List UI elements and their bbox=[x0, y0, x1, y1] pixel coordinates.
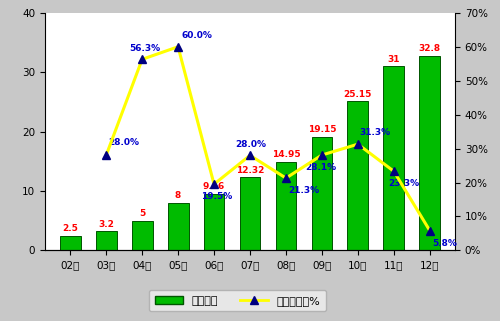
Text: 19.5%: 19.5% bbox=[202, 192, 232, 201]
Bar bbox=[132, 221, 152, 250]
Text: 14.95: 14.95 bbox=[272, 150, 300, 159]
Bar bbox=[312, 137, 332, 250]
Text: 60.0%: 60.0% bbox=[182, 31, 212, 40]
Text: 5: 5 bbox=[139, 209, 145, 218]
Legend: 市场规模, 可比增长率%: 市场规模, 可比增长率% bbox=[149, 290, 326, 311]
Text: 28.1%: 28.1% bbox=[306, 163, 337, 172]
Text: 28.0%: 28.0% bbox=[108, 138, 139, 147]
Bar bbox=[204, 194, 225, 250]
Text: 28.0%: 28.0% bbox=[236, 140, 266, 149]
Text: 21.3%: 21.3% bbox=[288, 186, 319, 195]
Text: 23.3%: 23.3% bbox=[388, 179, 420, 188]
Text: 32.8: 32.8 bbox=[419, 44, 441, 53]
Text: 3.2: 3.2 bbox=[98, 220, 114, 229]
Text: 9.56: 9.56 bbox=[203, 182, 225, 191]
Bar bbox=[60, 236, 80, 250]
Text: 5.8%: 5.8% bbox=[432, 239, 458, 248]
Text: 31.3%: 31.3% bbox=[360, 128, 391, 137]
Bar bbox=[96, 231, 116, 250]
Bar bbox=[420, 56, 440, 250]
Bar bbox=[384, 66, 404, 250]
Text: 8: 8 bbox=[175, 192, 181, 201]
Text: 25.15: 25.15 bbox=[344, 90, 372, 99]
Bar bbox=[168, 203, 188, 250]
Bar bbox=[240, 177, 260, 250]
Text: 19.15: 19.15 bbox=[308, 125, 336, 134]
Bar bbox=[276, 161, 296, 250]
Text: 2.5: 2.5 bbox=[62, 224, 78, 233]
Text: 56.3%: 56.3% bbox=[130, 44, 160, 53]
Text: 12.32: 12.32 bbox=[236, 166, 264, 175]
Text: 31: 31 bbox=[388, 55, 400, 64]
Bar bbox=[348, 101, 368, 250]
